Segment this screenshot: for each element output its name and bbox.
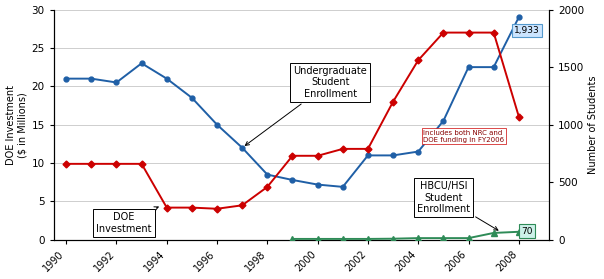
Text: Includes both NRC and
DOE funding in FY2006: Includes both NRC and DOE funding in FY2… (423, 130, 504, 143)
Text: 1,933: 1,933 (514, 26, 539, 35)
Y-axis label: DOE Investment
($ in Millions): DOE Investment ($ in Millions) (5, 85, 27, 165)
Text: Undergraduate
Student
Enrollment: Undergraduate Student Enrollment (245, 66, 367, 145)
Text: DOE
Investment: DOE Investment (96, 207, 158, 234)
Y-axis label: Number of Students: Number of Students (588, 75, 599, 174)
Text: 70: 70 (521, 227, 533, 235)
Text: HBCU/HSI
Student
Enrollment: HBCU/HSI Student Enrollment (417, 181, 498, 230)
